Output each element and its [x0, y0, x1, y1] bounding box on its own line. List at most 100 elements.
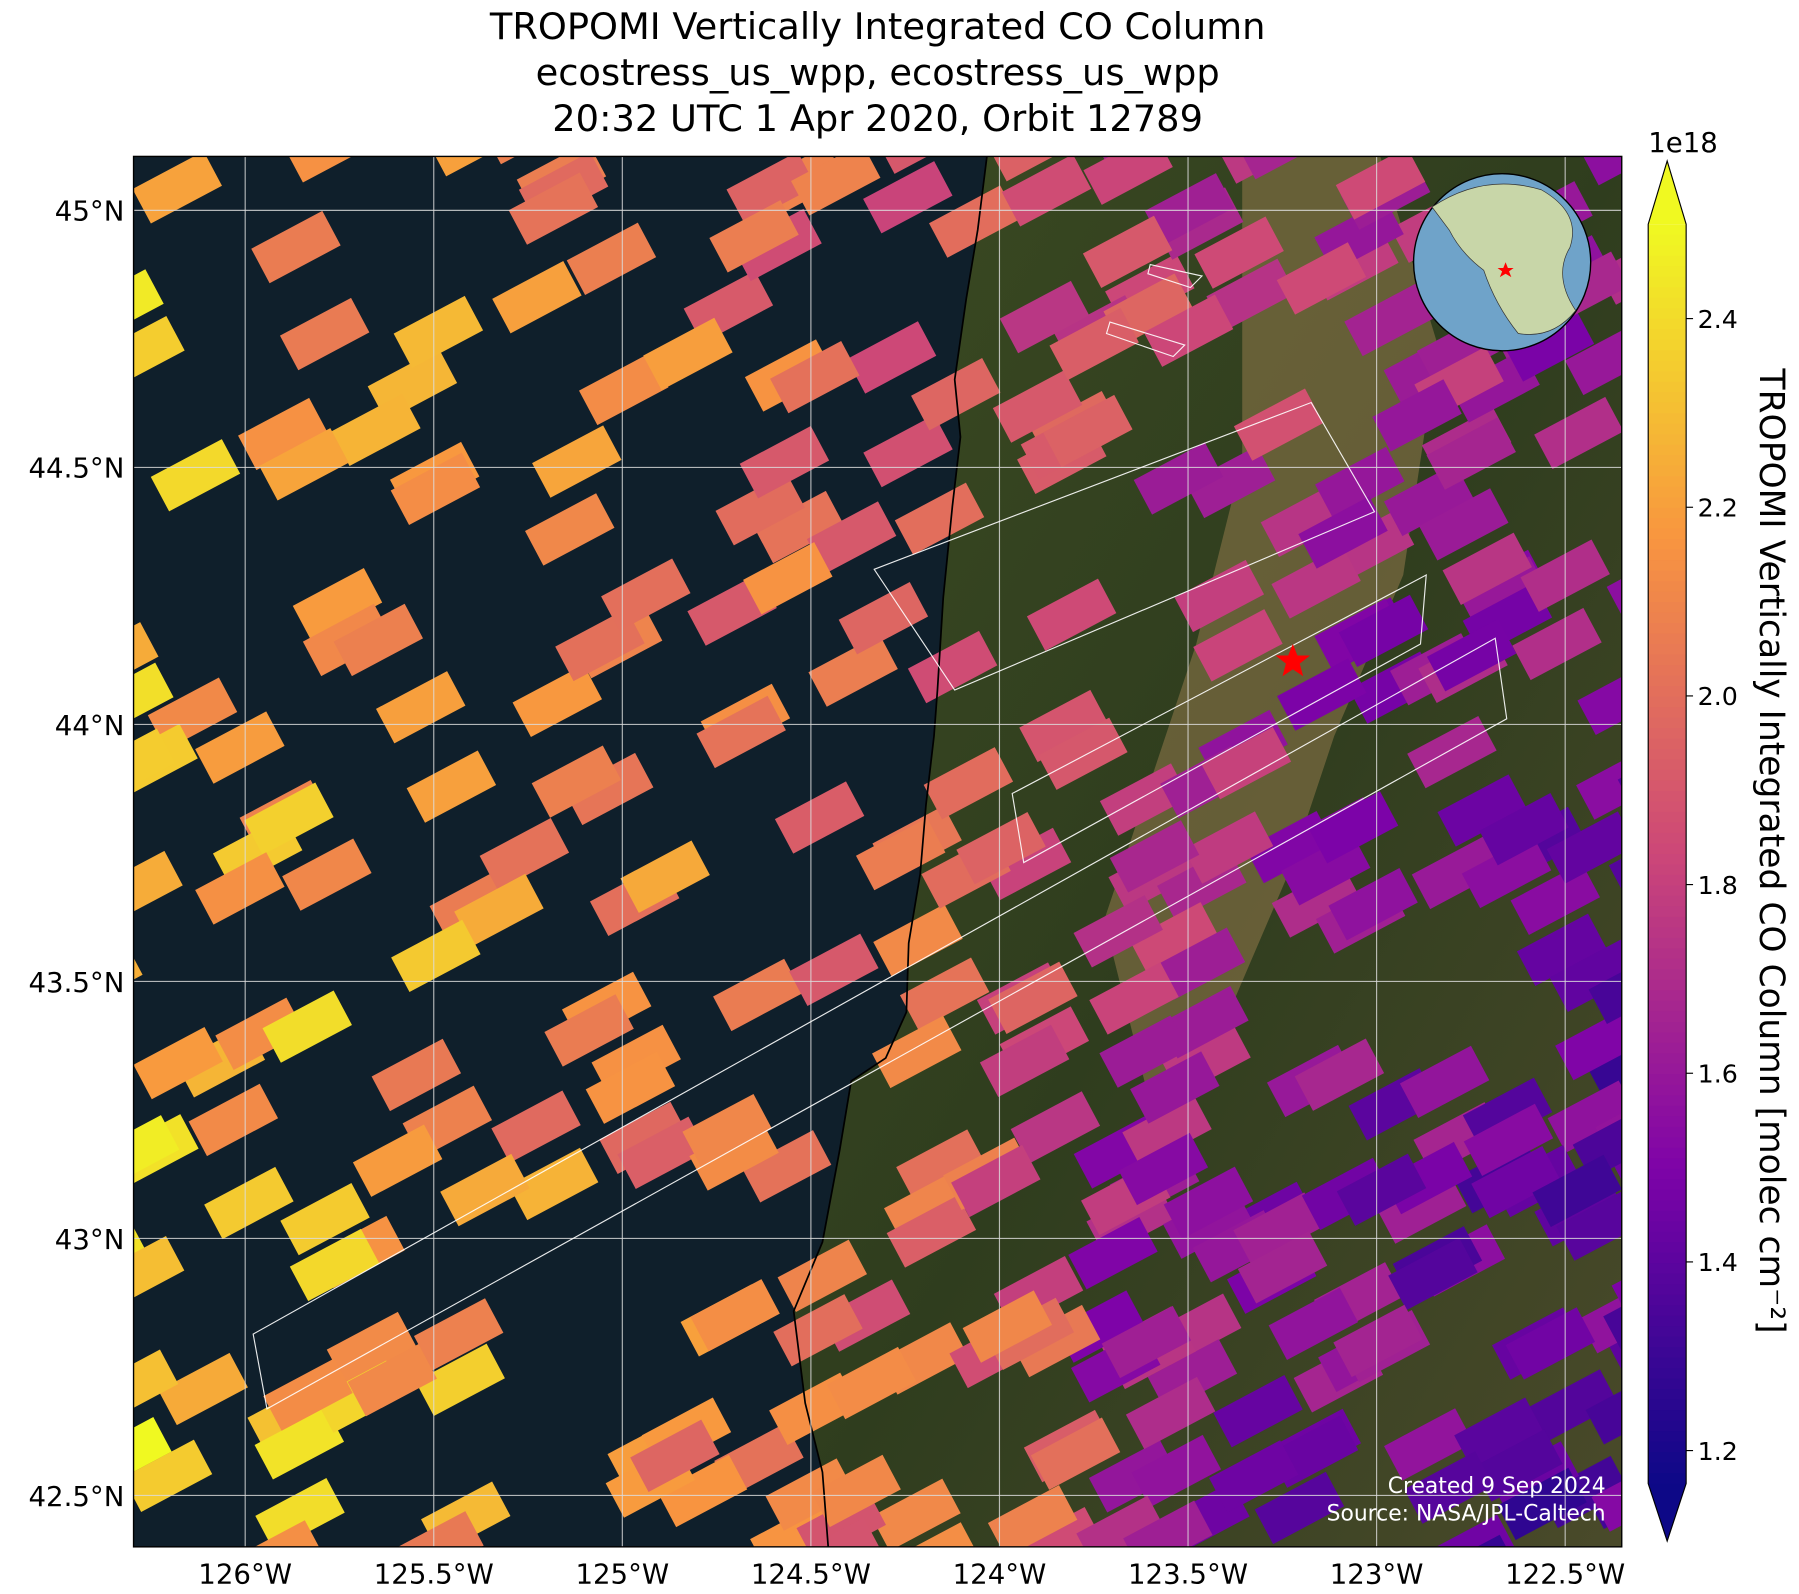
colorbar-segment: [1648, 948, 1687, 960]
co-pixel: [406, 750, 497, 823]
co-pixel: [566, 222, 657, 295]
colorbar-segment: [1648, 455, 1687, 467]
co-pixel: [1174, 559, 1265, 633]
co-pixel: [150, 439, 241, 512]
colorbar-segment: [1648, 1116, 1687, 1128]
co-pixel: [280, 1182, 370, 1256]
co-pixel: [923, 747, 1014, 820]
colorbar-segment: [1648, 434, 1687, 446]
colorbar-segment: [1648, 612, 1687, 624]
colorbar-segment: [1648, 864, 1687, 876]
co-pixel: [1717, 1363, 1799, 1435]
co-pixel: [31, 373, 120, 445]
colorbar-segment: [1648, 381, 1687, 393]
x-tick-label: 123°W: [1330, 1558, 1424, 1591]
footprint: [252, 637, 1508, 1410]
co-pixel: [1549, 939, 1622, 1013]
co-pixel: [440, 1153, 530, 1227]
co-pixel: [1201, 727, 1292, 800]
co-pixel: [1183, 811, 1274, 884]
co-pixel: [1206, 258, 1296, 331]
co-pixel: [205, 84, 294, 156]
colorbar-segment: [1648, 1210, 1687, 1222]
co-pixel: [741, 1130, 832, 1203]
colorbar-label: TROPOMI Vertically Integrated CO Column …: [1751, 367, 1791, 1333]
co-pixel: [491, 1090, 581, 1163]
co-pixel: [133, 1236, 185, 1309]
co-pixel: [393, 295, 484, 369]
colorbar-segment: [1648, 591, 1687, 603]
co-pixel: [1082, 215, 1173, 289]
co-pixel: [1099, 1015, 1189, 1088]
colorbar-segment: [1648, 465, 1687, 477]
co-pixel: [1344, 283, 1434, 357]
colorbar-segment: [1648, 581, 1687, 593]
ecostress-footprints: [252, 263, 1508, 1410]
co-pixel: [1328, 867, 1418, 941]
colorbar-segment: [1648, 339, 1687, 351]
co-pixel: [508, 1147, 599, 1221]
co-pixel: [896, 1129, 986, 1202]
co-pixel: [962, 1290, 1053, 1363]
co-pixel: [1532, 1154, 1622, 1228]
colorbar-segment: [1648, 476, 1687, 488]
colorbar-segment: [1648, 675, 1687, 687]
co-pixel: [1122, 1094, 1212, 1167]
co-pixel: [1001, 156, 1092, 227]
x-tick-label: 123.5°W: [1128, 1558, 1248, 1591]
colorbar-segment: [1648, 549, 1687, 561]
colorbar-segment: [1648, 1326, 1687, 1338]
co-pixel: [188, 1083, 279, 1157]
colorbar-segment: [1648, 1042, 1687, 1055]
co-pixel: [1556, 1188, 1622, 1261]
co-pixel: [133, 156, 222, 224]
annotation: Source: NASA/JPL-Caltech: [1327, 1501, 1606, 1526]
co-pixel: [1546, 811, 1622, 884]
colorbar-segment: [1648, 990, 1687, 1002]
colorbar-segment: [1648, 1021, 1687, 1034]
co-pixel: [1333, 1304, 1423, 1378]
co-pixel: [1473, 1429, 1563, 1502]
co-pixel: [331, 393, 421, 467]
co-pixel: [1129, 902, 1219, 975]
co-pixel: [415, 1343, 505, 1416]
colorbar-segment: [1648, 602, 1687, 614]
co-pixel: [1411, 836, 1502, 910]
co-pixel: [133, 315, 185, 389]
colorbar-segment: [1648, 801, 1687, 813]
colorbar-segment: [1648, 958, 1687, 971]
colorbar-segment: [1648, 874, 1687, 887]
colorbar-segment: [1648, 1137, 1687, 1149]
colorbar-segment: [1648, 371, 1687, 383]
co-pixel: [743, 542, 833, 615]
co-pixel: [999, 280, 1090, 354]
co-pixel: [413, 1298, 504, 1371]
colorbar-segment: [1648, 486, 1687, 498]
colorbar-segment: [1648, 1084, 1687, 1096]
colorbar-segment: [1648, 1200, 1687, 1212]
co-pixel: [863, 414, 953, 488]
co-pixel: [1073, 895, 1163, 968]
co-pixel: [838, 582, 929, 655]
co-pixel: [544, 994, 634, 1067]
co-pixel: [889, 1522, 980, 1547]
colorbar-segment: [1648, 1189, 1687, 1201]
co-pixel: [988, 156, 1078, 182]
colorbar-segment: [1648, 1063, 1687, 1076]
co-pixel: [1497, 1467, 1587, 1541]
co-pixel: [1163, 1166, 1254, 1239]
co-pixel: [1019, 689, 1109, 763]
co-pixel: [531, 745, 622, 818]
co-pixel: [886, 1195, 977, 1268]
co-pixel: [1504, 309, 1595, 382]
colorbar-segment: [1648, 906, 1687, 918]
co-pixel: [263, 1358, 353, 1431]
colorbar-segment: [1648, 1074, 1687, 1086]
co-pixel: [715, 473, 805, 546]
co-pixel: [1372, 379, 1462, 452]
co-pixel: [1133, 442, 1224, 515]
co-pixel: [1030, 1417, 1121, 1490]
colorbar-segment: [1648, 560, 1687, 572]
co-pixel: [1404, 1451, 1494, 1524]
colorbar-segment: [1648, 518, 1687, 530]
